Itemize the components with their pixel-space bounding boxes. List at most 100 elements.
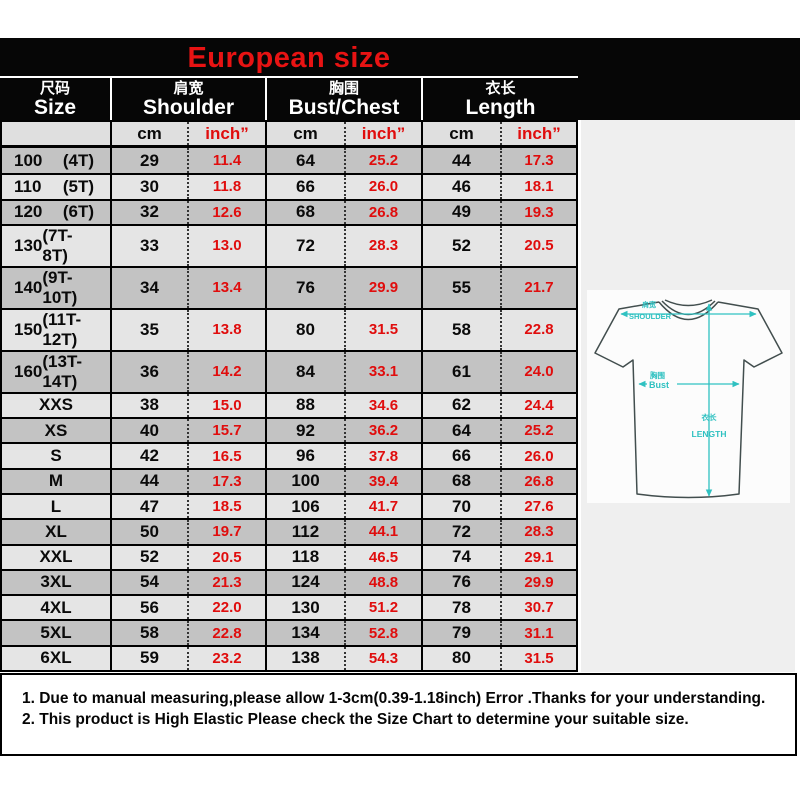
bust-cm-value: 92 [265,419,344,443]
length-cm-value: 79 [421,621,500,645]
table-row: L 47 18.5 106 41.7 70 27.6 [2,493,576,519]
table-row: M 44 17.3 100 39.4 68 26.8 [2,467,576,493]
bust-inch-value: 46.5 [344,545,421,569]
note-measuring-tolerance: 1. Due to manual measuring,please allow … [22,690,766,707]
shoulder-cm-value: 35 [110,309,187,350]
bust-cm-value: 68 [265,200,344,224]
length-inch-value: 26.8 [500,469,576,493]
length-cm-value: 64 [421,419,500,443]
bust-inch-value: 25.2 [344,148,421,174]
length-inch-value: 31.1 [500,621,576,645]
size-age-tag: (5T) [62,176,94,196]
length-inch-value: 24.0 [500,351,576,392]
shoulder-inch-value: 22.8 [187,621,265,645]
bust-inch-value: 31.5 [344,309,421,350]
table-column-headers: 尺码 Size 肩宽 Shoulder 胸围 Bust/Chest 衣长 Len… [0,78,578,120]
table-row: 160 (13T-14T) 36 14.2 84 33.1 61 24.0 [2,349,576,392]
length-cm-value: 78 [421,596,500,620]
shoulder-cm-value: 52 [110,545,187,569]
shoulder-inch-value: 19.7 [187,520,265,544]
shoulder-cm-value: 33 [110,225,187,266]
collar-outer-arc [658,301,719,321]
length-cm-value: 66 [421,444,500,468]
note-high-elastic: 2. This product is High Elastic Please c… [22,711,689,728]
tshirt-outline [594,299,783,499]
length-inch-value: 29.9 [500,570,576,595]
length-inch-value: 30.7 [500,596,576,620]
length-inch-value: 29.1 [500,545,576,569]
bust-inch-value: 37.8 [344,444,421,468]
length-cm-value: 46 [421,175,500,199]
length-cm-value: 52 [421,225,500,266]
bust-cm-value: 88 [265,393,344,418]
unit-bust-cm: cm [265,122,344,145]
size-cell: XXL [2,546,110,569]
shoulder-inch-value: 13.0 [187,225,265,266]
column-header-size-zh: 尺码 [39,79,70,97]
table-row: XXS 38 15.0 88 34.6 62 24.4 [2,391,576,418]
shoulder-label-en: SHOULDER [629,312,672,321]
size-cell: XL [2,520,110,543]
bust-cm-value: 66 [265,175,344,199]
size-age-tag: (6T) [62,202,94,222]
column-header-bust: 胸围 Bust/Chest [265,78,421,120]
shoulder-cm-value: 56 [110,596,187,620]
length-label-en: LENGTH [692,429,727,439]
length-inch-value: 17.3 [500,148,576,174]
column-header-shoulder-zh: 肩宽 [173,79,204,97]
bust-inch-value: 33.1 [344,351,421,392]
bust-inch-value: 39.4 [344,469,421,493]
size-code: 3XL [40,572,72,592]
measurement-diagram-panel: 肩宽 SHOULDER 胸围 Bust 衣长 LENGTH [581,120,795,672]
bust-cm-value: 130 [265,596,344,620]
bust-cm-value: 64 [265,148,344,174]
table-row: S 42 16.5 96 37.8 66 26.0 [2,442,576,468]
size-cell: 4XL [2,596,110,619]
title-divider [0,76,578,78]
shoulder-inch-value: 18.5 [187,495,265,519]
shoulder-cm-value: 54 [110,570,187,595]
size-code: 140 [14,277,43,297]
measurement-labels: 肩宽 SHOULDER 胸围 Bust 衣长 LENGTH [629,300,726,439]
length-inch-value: 31.5 [500,646,576,670]
table-row: 5XL 58 22.8 134 52.8 79 31.1 [2,619,576,645]
bust-inch-value: 48.8 [344,570,421,595]
size-code: XXS [38,395,74,415]
table-row: 130 (7T-8T) 33 13.0 72 28.3 52 20.5 [2,223,576,266]
length-cm-value: 55 [421,267,500,308]
shoulder-inch-value: 14.2 [187,351,265,392]
bust-cm-value: 84 [265,351,344,392]
length-cm-value: 72 [421,520,500,544]
length-inch-value: 25.2 [500,419,576,443]
size-cell: 130 (7T-8T) [2,226,110,266]
table-row: 3XL 54 21.3 124 48.8 76 29.9 [2,568,576,595]
shoulder-inch-value: 17.3 [187,469,265,493]
table-row: XXL 52 20.5 118 46.5 74 29.1 [2,543,576,569]
bust-cm-value: 76 [265,267,344,308]
shoulder-cm-value: 47 [110,495,187,519]
size-cell: 100 (4T) [2,148,110,173]
size-age-tag: (11T-12T) [42,309,82,349]
bust-cm-value: 112 [265,520,344,544]
bust-cm-value: 134 [265,621,344,645]
length-cm-value: 76 [421,570,500,595]
length-inch-value: 22.8 [500,309,576,350]
length-inch-value: 20.5 [500,225,576,266]
table-row: 4XL 56 22.0 130 51.2 78 30.7 [2,594,576,620]
unit-length-cm: cm [421,122,500,145]
shoulder-inch-value: 13.8 [187,309,265,350]
size-age-tag: (4T) [62,150,94,170]
length-inch-value: 24.4 [500,393,576,418]
measurement-lines [620,303,757,497]
shoulder-cm-value: 59 [110,646,187,670]
bust-label-en: Bust [649,380,669,390]
size-cell: 150 (11T-12T) [2,310,110,350]
column-header-length-zh: 衣长 [485,79,516,97]
table-row: 110 (5T) 30 11.8 66 26.0 46 18.1 [2,173,576,199]
length-cm-value: 49 [421,200,500,224]
size-cell: 140 (9T-10T) [2,268,110,308]
shoulder-cm-value: 58 [110,621,187,645]
size-cell: L [2,495,110,518]
shoulder-cm-value: 42 [110,444,187,468]
size-cell: XS [2,419,110,442]
